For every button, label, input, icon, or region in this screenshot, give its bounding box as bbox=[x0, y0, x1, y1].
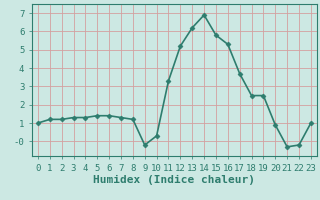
X-axis label: Humidex (Indice chaleur): Humidex (Indice chaleur) bbox=[93, 175, 255, 185]
